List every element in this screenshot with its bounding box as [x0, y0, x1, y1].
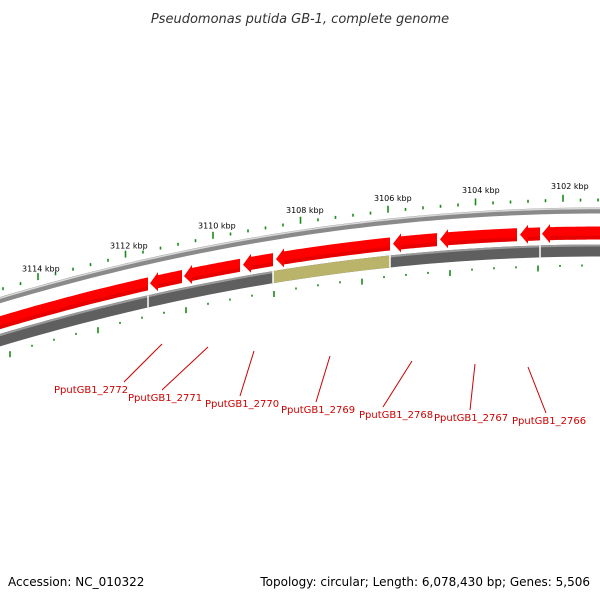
- gene-arrowhead: [542, 224, 550, 244]
- gene-shade: [528, 236, 540, 241]
- gene-leader-line: [382, 360, 413, 408]
- tick-label: 3102 kbp: [551, 182, 589, 191]
- gene-leader-line: [239, 350, 255, 397]
- gene-arrow: [0, 277, 148, 330]
- gene-arrowhead: [276, 248, 284, 268]
- gene-label[interactable]: PputGB1_2772: [54, 385, 128, 396]
- tick-label: 3106 kbp: [374, 194, 412, 203]
- gene-label[interactable]: PputGB1_2767: [434, 413, 508, 424]
- gene-shade: [192, 267, 240, 281]
- gene-track: [0, 224, 600, 330]
- tick-label: 3104 kbp: [462, 186, 500, 195]
- highlighted-gene-region: [273, 255, 390, 284]
- gene-shade: [550, 235, 600, 241]
- gene-label-group[interactable]: PputGB1_2772: [54, 343, 163, 396]
- gene-label[interactable]: PputGB1_2766: [512, 416, 586, 427]
- gene-label-group[interactable]: PputGB1_2766: [512, 366, 586, 427]
- tick-label: 3112 kbp: [110, 241, 148, 250]
- gene-label-group[interactable]: PputGB1_2767: [434, 363, 508, 424]
- gene-leader-line: [469, 363, 476, 411]
- genome-summary: Topology: circular; Length: 6,078,430 bp…: [259, 575, 590, 589]
- tick-label: 3114 kbp: [22, 265, 60, 274]
- gene-arrowhead: [440, 229, 448, 249]
- tick-label: 3108 kbp: [286, 206, 324, 215]
- gene-arrow: [184, 258, 240, 284]
- gene-arrowhead: [243, 253, 251, 273]
- gene-arrow: [243, 253, 273, 273]
- gene-shade: [0, 286, 148, 330]
- gene-label-group[interactable]: PputGB1_2769: [281, 355, 355, 416]
- outer-backbone: [0, 207, 600, 304]
- gene-shade: [448, 237, 517, 246]
- outer-backbone-highlight: [0, 207, 600, 299]
- gene-label-group[interactable]: PputGB1_2768: [359, 360, 433, 421]
- gene-arrow: [542, 224, 600, 244]
- tick-label: 3110 kbp: [198, 222, 236, 231]
- gene-arrow: [520, 224, 540, 244]
- gene-label-group[interactable]: PputGB1_2771: [128, 346, 209, 404]
- gene-label[interactable]: PputGB1_2768: [359, 410, 433, 421]
- gene-leader-line: [161, 346, 209, 391]
- gene-arrowhead: [393, 233, 401, 253]
- gene-leader-line: [315, 355, 331, 403]
- accession-label: Accession: NC_010322: [8, 575, 144, 589]
- gene-labels: PputGB1_2772PputGB1_2771PputGB1_2770Pput…: [54, 343, 586, 427]
- gene-shade: [158, 279, 182, 289]
- gene-shade: [401, 242, 437, 250]
- gene-arrow: [150, 270, 182, 292]
- gene-shade: [284, 246, 390, 265]
- gene-leader-line: [123, 343, 163, 383]
- gene-arrowhead: [184, 264, 192, 284]
- map-title: Pseudomonas putida GB-1, complete genome: [151, 12, 449, 27]
- gene-label-group[interactable]: PputGB1_2770: [205, 350, 279, 410]
- gene-label[interactable]: PputGB1_2770: [205, 399, 279, 410]
- gene-leader-line: [527, 366, 547, 414]
- gene-arrow: [393, 233, 437, 253]
- gene-arrowhead: [150, 272, 158, 292]
- gene-shade: [251, 262, 273, 270]
- genome-backbone: [0, 207, 600, 347]
- gene-label[interactable]: PputGB1_2771: [128, 393, 202, 404]
- gene-arrowhead: [520, 224, 528, 244]
- gene-label[interactable]: PputGB1_2769: [281, 405, 355, 416]
- gene-arrow: [440, 228, 517, 249]
- tick-marks: 3114 kbp 3112 kbp 3110 kbp 3108 kbp 3106 kbp…: [2, 182, 599, 358]
- gene-arrow: [276, 237, 390, 268]
